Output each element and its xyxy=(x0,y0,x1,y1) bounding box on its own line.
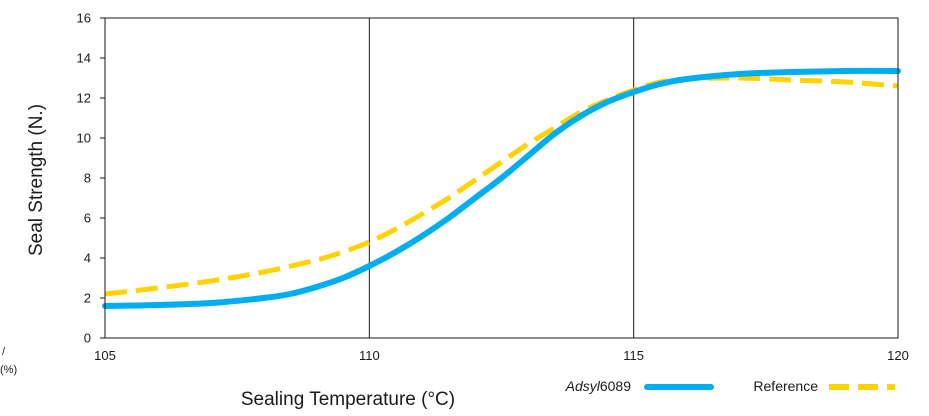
y-tick-label-0: 0 xyxy=(84,331,91,346)
x-tick-label-120: 120 xyxy=(887,348,909,363)
grid-layer xyxy=(368,18,635,338)
y-tick-label-16: 16 xyxy=(77,11,91,26)
legend: Adsyl6089 Reference xyxy=(565,378,895,394)
y-tick-label-10: 10 xyxy=(77,131,91,146)
y-tick-label-4: 4 xyxy=(84,251,91,266)
left-edge-fragment: / xyxy=(2,346,6,358)
series-layer xyxy=(102,67,901,309)
tick-label-layer: 105 110 115 120 0 2 4 6 8 10 12 14 16 xyxy=(77,11,909,364)
x-tick-label-115: 115 xyxy=(623,348,644,363)
series-line-adsyl-6089 xyxy=(102,67,901,309)
x-tick-label-110: 110 xyxy=(359,348,380,363)
series-line-reference xyxy=(104,75,899,297)
y-tick-label-14: 14 xyxy=(77,51,91,66)
y-tick-label-12: 12 xyxy=(77,91,91,106)
x-axis-title: Sealing Temperature (°C) xyxy=(241,389,455,410)
legend-label-adsyl-suffix: 6089 xyxy=(600,378,631,394)
legend-label-adsyl: Adsyl6089 xyxy=(565,378,632,394)
y-axis-title: Seal Strength (N.) xyxy=(26,104,47,256)
x-tick-label-105: 105 xyxy=(94,348,116,363)
y-tick-label-8: 8 xyxy=(84,171,91,186)
legend-label-adsyl-prefix: Adsyl xyxy=(565,378,601,394)
y-tick-label-2: 2 xyxy=(84,291,91,306)
legend-label-reference: Reference xyxy=(753,378,818,394)
y-tick-label-6: 6 xyxy=(84,211,91,226)
left-edge-unit: (%) xyxy=(0,364,17,376)
